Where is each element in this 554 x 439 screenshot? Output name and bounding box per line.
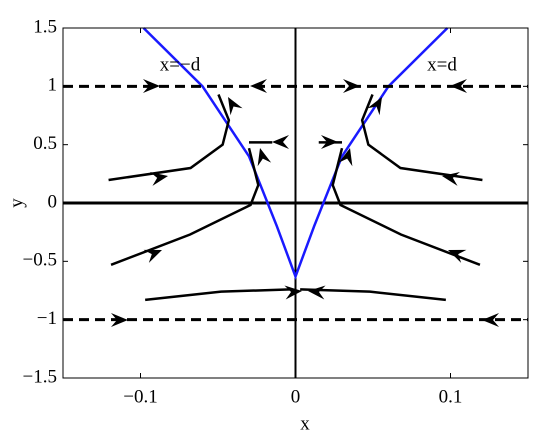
series-line — [110, 147, 260, 267]
x-tick-label: 0 — [291, 386, 301, 407]
arrow — [272, 135, 289, 149]
series-line — [108, 94, 231, 182]
y-tick-label: 1 — [48, 75, 58, 96]
series-line — [360, 94, 483, 182]
series-line — [331, 147, 481, 267]
arrow — [253, 146, 272, 167]
y-tick-label: −0.5 — [23, 250, 57, 271]
plot-frame — [62, 27, 529, 379]
y-tick-label: 1.5 — [33, 16, 57, 37]
x-tick-label: 0.1 — [439, 386, 463, 407]
series-line — [145, 288, 291, 302]
arrow — [284, 284, 303, 300]
x-axis-label: x — [300, 413, 310, 434]
arrow — [307, 284, 326, 300]
y-tick-label: −1 — [37, 308, 57, 329]
arrow — [343, 79, 360, 93]
annotation: x=d — [427, 54, 457, 75]
y-axis-label: y — [6, 198, 27, 208]
y-tick-label: −1.5 — [23, 366, 57, 387]
y-tick-label: 0 — [48, 191, 58, 212]
x-tick-label: −0.1 — [123, 386, 157, 407]
series-line — [300, 288, 446, 302]
series-line — [142, 27, 449, 281]
annotation: x=−d — [160, 54, 201, 75]
plot-area — [63, 27, 528, 378]
y-tick-label: 0.5 — [33, 133, 57, 154]
